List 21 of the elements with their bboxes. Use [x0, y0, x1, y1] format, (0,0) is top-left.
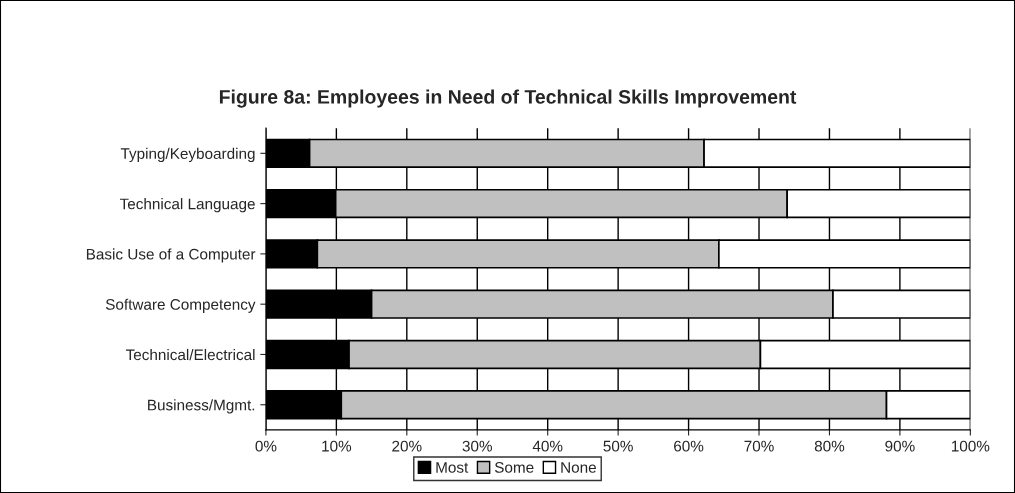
x-tick-label: 90%: [885, 440, 915, 452]
y-tick-label: Software Competency: [105, 298, 256, 313]
x-tick-label: 80%: [814, 440, 845, 452]
legend-label: None: [561, 462, 596, 473]
x-tick-label: 100%: [951, 440, 990, 452]
x-tick-label: 60%: [674, 440, 704, 452]
y-tick-label: Business/Mgmt.: [148, 399, 255, 414]
y-tick-label: Basic Use of a Computer: [86, 248, 256, 263]
x-tick-label: 50%: [603, 440, 633, 452]
x-tick-label: 40%: [532, 440, 563, 452]
y-tick-label: Technical Language: [119, 198, 255, 213]
legend-label: Some: [494, 462, 534, 473]
x-tick-label: 30%: [462, 440, 492, 452]
chart-title: Figure 8a: Employees in Need of Technical Skills Improvement: [219, 89, 797, 108]
y-tick-label: Technical/Electrical: [125, 348, 255, 361]
y-tick-label: Typing/Keyboarding: [120, 147, 255, 163]
x-tick-label: 70%: [744, 440, 774, 452]
legend-label: Most: [436, 462, 469, 473]
x-tick-label: 0%: [255, 440, 277, 452]
x-tick-label: 20%: [392, 440, 422, 452]
x-tick-label: 10%: [322, 440, 352, 452]
